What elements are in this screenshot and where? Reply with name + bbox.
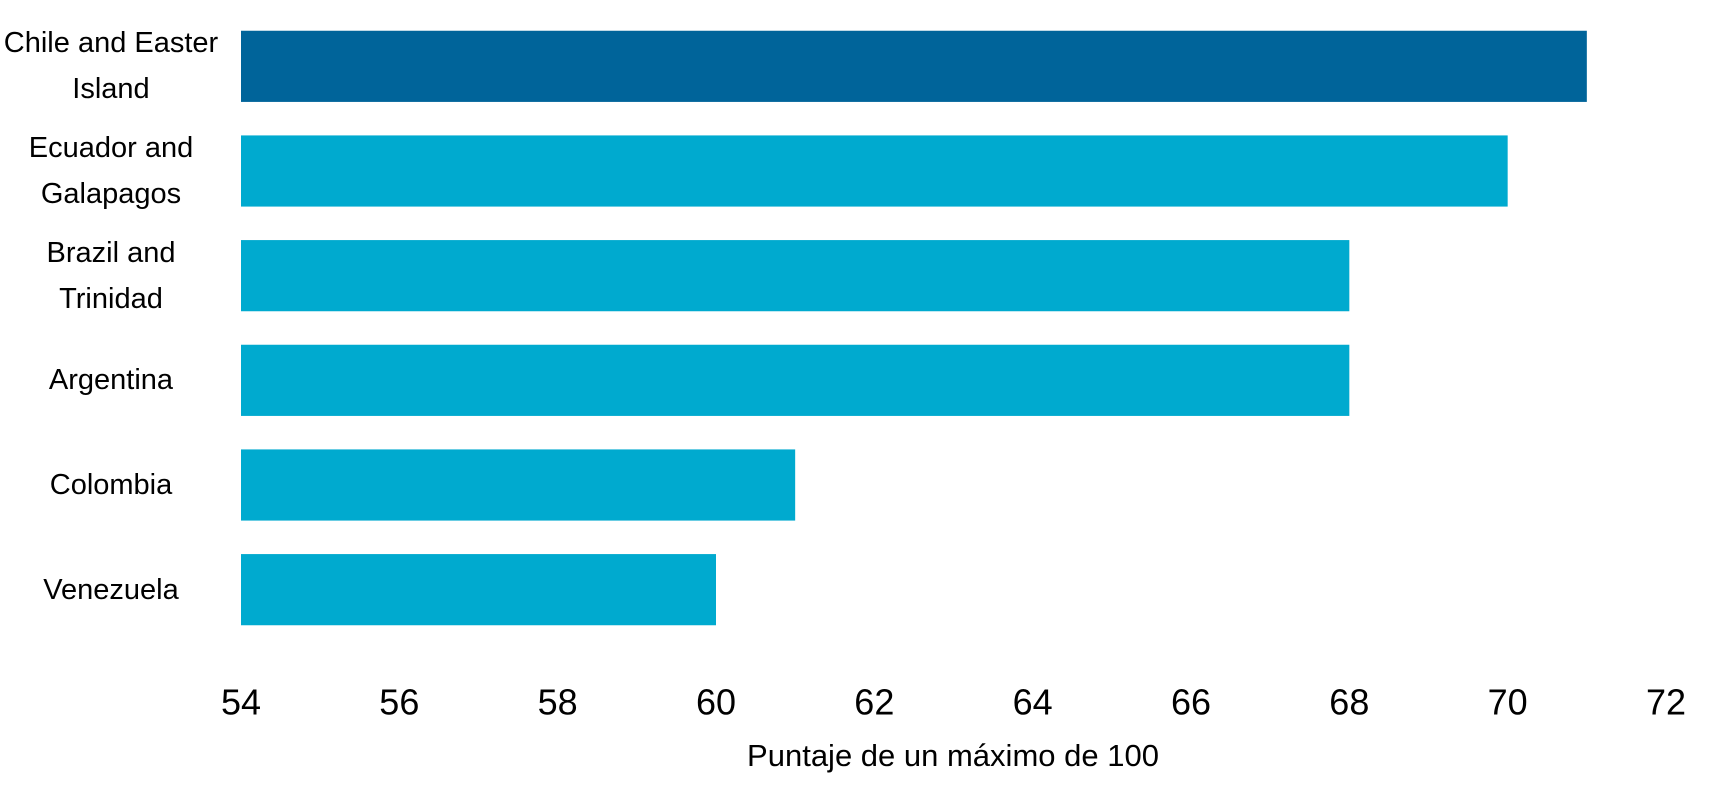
x-tick-label: 56	[379, 682, 419, 723]
x-axis-title: Puntaje de un máximo de 100	[747, 738, 1159, 773]
x-tick-label: 70	[1488, 682, 1528, 723]
y-tick-label: Ecuador and Galapagos	[28, 132, 194, 210]
x-tick-label: 58	[538, 682, 578, 723]
y-tick-label: Argentina	[48, 364, 174, 397]
x-tick-label: 64	[1013, 682, 1053, 723]
x-tick-label: 72	[1646, 682, 1686, 723]
y-tick-label: Venezuela	[43, 573, 179, 606]
y-tick-label: Colombia	[49, 469, 173, 501]
bar	[241, 135, 1508, 207]
x-tick-label: 68	[1329, 682, 1369, 723]
x-tick-label: 66	[1171, 682, 1211, 723]
bar	[241, 449, 796, 521]
x-tick-label: 62	[854, 682, 894, 723]
x-tick-label: 54	[221, 682, 261, 723]
x-tick-label: 60	[696, 682, 736, 723]
bar	[241, 30, 1587, 102]
bar	[241, 554, 716, 626]
bar	[241, 240, 1350, 312]
y-tick-label: Brazil and Trinidad	[46, 236, 176, 315]
y-tick-label: Chile and Easter Island	[3, 27, 219, 106]
bar	[241, 344, 1350, 416]
